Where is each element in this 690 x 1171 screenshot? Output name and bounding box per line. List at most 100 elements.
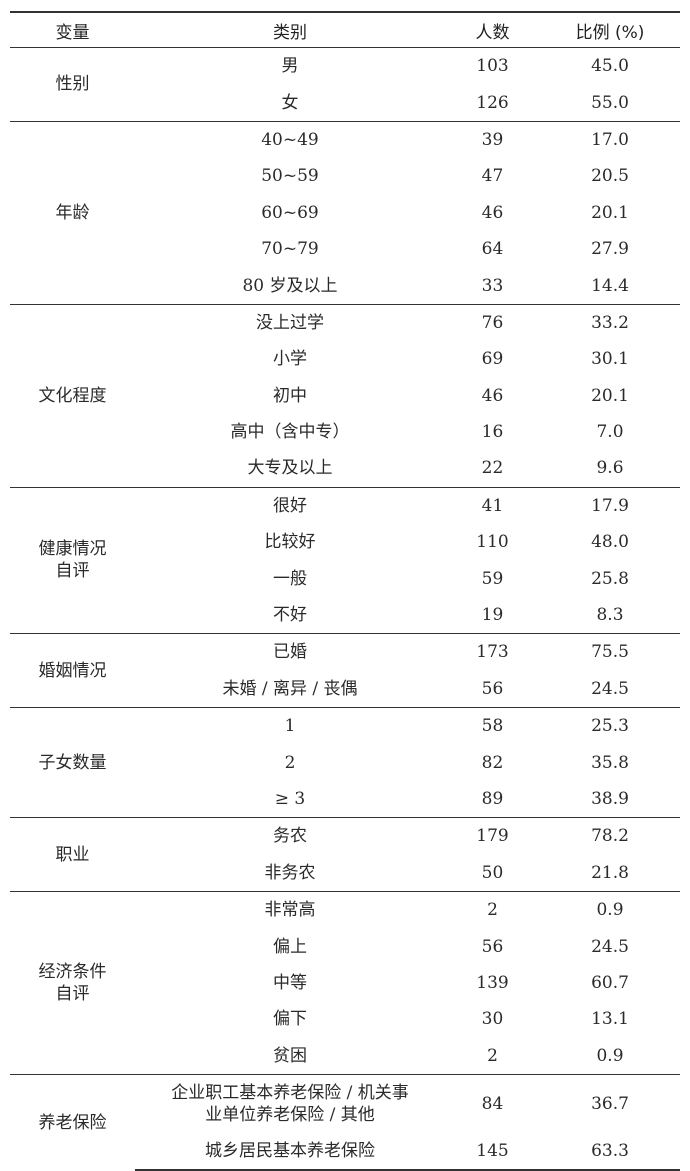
variable-cell: 健康情况 自评 bbox=[10, 486, 135, 634]
count-cell: 50 bbox=[481, 862, 504, 883]
count-cell: 56 bbox=[481, 936, 504, 957]
count-cell: 41 bbox=[445, 486, 540, 525]
category-cell: 偏上 bbox=[273, 936, 307, 957]
ratio-cell: 27.9 bbox=[591, 239, 629, 260]
category-cell: 没上过学 bbox=[135, 303, 445, 342]
table-row: 50~59 47 20.5 bbox=[10, 158, 680, 194]
category-cell: 大专及以上 bbox=[247, 458, 333, 479]
ratio-cell: 17.0 bbox=[540, 120, 680, 159]
count-cell: 46 bbox=[481, 202, 504, 223]
header-variable: 变量 bbox=[10, 11, 135, 48]
category-cell: 80 岁及以上 bbox=[242, 275, 338, 296]
table-row: 70~79 64 27.9 bbox=[10, 231, 680, 267]
count-cell: 76 bbox=[445, 303, 540, 342]
count-cell: 59 bbox=[481, 568, 504, 589]
ratio-cell: 8.3 bbox=[596, 605, 624, 626]
ratio-cell: 38.9 bbox=[591, 789, 629, 809]
category-cell: 一般 bbox=[273, 568, 307, 589]
count-cell: 16 bbox=[481, 422, 504, 443]
header-category: 类别 bbox=[135, 11, 445, 48]
table-row: 年龄 40~49 39 17.0 bbox=[10, 120, 680, 305]
table-row: 小学 69 30.1 bbox=[10, 341, 680, 377]
ratio-cell: 17.9 bbox=[540, 486, 680, 525]
count-cell: 145 bbox=[445, 1132, 540, 1171]
ratio-cell: 75.5 bbox=[540, 633, 680, 671]
table-row: 60~69 46 20.1 bbox=[10, 195, 680, 231]
category-cell: 贫困 bbox=[273, 1045, 307, 1066]
category-cell: 企业职工基本养老保险 / 机关事 业单位养老保险 / 其他 bbox=[135, 1073, 445, 1133]
ratio-cell: 35.8 bbox=[591, 752, 629, 773]
table-row: 未婚 / 离异 / 丧偶 56 24.5 bbox=[10, 671, 680, 708]
table-row: 贫困 2 0.9 bbox=[10, 1038, 680, 1075]
header-count: 人数 bbox=[445, 11, 540, 48]
table-row: 大专及以上 22 9.6 bbox=[10, 450, 680, 487]
variable-cell: 子女数量 bbox=[10, 707, 135, 818]
variable-cell: 性别 bbox=[10, 47, 135, 122]
ratio-cell: 9.6 bbox=[596, 458, 624, 479]
table-row: 2 82 35.8 bbox=[10, 744, 680, 780]
category-cell: 偏下 bbox=[273, 1009, 307, 1030]
category-cell: 70~79 bbox=[261, 239, 319, 260]
table-row: 偏上 56 24.5 bbox=[10, 928, 680, 964]
count-cell: 2 bbox=[487, 1045, 498, 1066]
category-cell: 已婚 bbox=[135, 633, 445, 671]
header-ratio: 比例 (%) bbox=[540, 11, 680, 48]
table-row: 文化程度 没上过学 76 33.2 bbox=[10, 303, 680, 488]
ratio-cell: 60.7 bbox=[591, 972, 629, 993]
count-cell: 69 bbox=[481, 349, 504, 370]
ratio-cell: 20.1 bbox=[591, 385, 629, 406]
ratio-cell: 45.0 bbox=[540, 47, 680, 85]
variable-cell: 经济条件 自评 bbox=[10, 890, 135, 1075]
category-cell: 初中 bbox=[273, 385, 307, 406]
variable-cell: 文化程度 bbox=[10, 303, 135, 488]
ratio-cell: 25.3 bbox=[540, 707, 680, 745]
category-cell: 2 bbox=[284, 752, 296, 773]
category-cell: 60~69 bbox=[261, 202, 319, 223]
ratio-cell: 55.0 bbox=[591, 92, 629, 113]
table-row: 健康情况 自评 很好 41 17.9 bbox=[10, 486, 680, 634]
variable-cell: 养老保险 bbox=[10, 1073, 135, 1171]
ratio-cell: 24.5 bbox=[591, 678, 629, 699]
table-row: 养老保险 企业职工基本养老保险 / 机关事 业单位养老保险 / 其他 84 36.7 bbox=[10, 1073, 680, 1171]
category-cell: 城乡居民基本养老保险 bbox=[135, 1132, 445, 1171]
count-cell: 19 bbox=[481, 605, 504, 626]
category-cell: 女 bbox=[281, 92, 299, 113]
category-cell: 1 bbox=[135, 707, 445, 745]
ratio-cell: 24.5 bbox=[591, 936, 629, 957]
category-cell: 务农 bbox=[135, 817, 445, 855]
count-cell: 173 bbox=[445, 633, 540, 671]
ratio-cell: 20.1 bbox=[591, 202, 629, 223]
ratio-cell: 33.2 bbox=[540, 303, 680, 342]
table-row: 非务农 50 21.8 bbox=[10, 855, 680, 892]
table-row: 一般 59 25.8 bbox=[10, 560, 680, 596]
ratio-cell: 20.5 bbox=[591, 166, 629, 187]
table-row: 偏下 30 13.1 bbox=[10, 1001, 680, 1037]
table-row: 女 126 55.0 bbox=[10, 84, 680, 121]
ratio-cell: 0.9 bbox=[540, 890, 680, 929]
category-cell: 中等 bbox=[273, 972, 307, 993]
count-cell: 46 bbox=[481, 385, 504, 406]
table-row: 初中 46 20.1 bbox=[10, 378, 680, 414]
ratio-cell: 25.8 bbox=[591, 568, 629, 589]
header-row: 变量 类别 人数 比例 (%) bbox=[10, 11, 680, 48]
count-cell: 58 bbox=[445, 707, 540, 745]
table-row: 不好 19 8.3 bbox=[10, 597, 680, 634]
category-cell: ≥ 3 bbox=[274, 789, 306, 809]
count-cell: 2 bbox=[445, 890, 540, 929]
count-cell: 64 bbox=[481, 239, 504, 260]
category-cell: 比较好 bbox=[264, 532, 316, 553]
count-cell: 89 bbox=[481, 789, 504, 809]
table-row: ≥ 3 89 38.9 bbox=[10, 781, 680, 818]
category-cell: 40~49 bbox=[135, 120, 445, 159]
count-cell: 179 bbox=[445, 817, 540, 855]
ratio-cell: 7.0 bbox=[596, 422, 624, 443]
variable-cell: 婚姻情况 bbox=[10, 633, 135, 708]
ratio-cell: 0.9 bbox=[596, 1045, 624, 1066]
ratio-cell: 21.8 bbox=[591, 862, 629, 883]
ratio-cell: 63.3 bbox=[540, 1132, 680, 1171]
category-cell: 非常高 bbox=[135, 890, 445, 929]
count-cell: 82 bbox=[481, 752, 504, 773]
ratio-cell: 14.4 bbox=[591, 275, 629, 296]
ratio-cell: 78.2 bbox=[540, 817, 680, 855]
table-row: 高中（含中专） 16 7.0 bbox=[10, 414, 680, 450]
